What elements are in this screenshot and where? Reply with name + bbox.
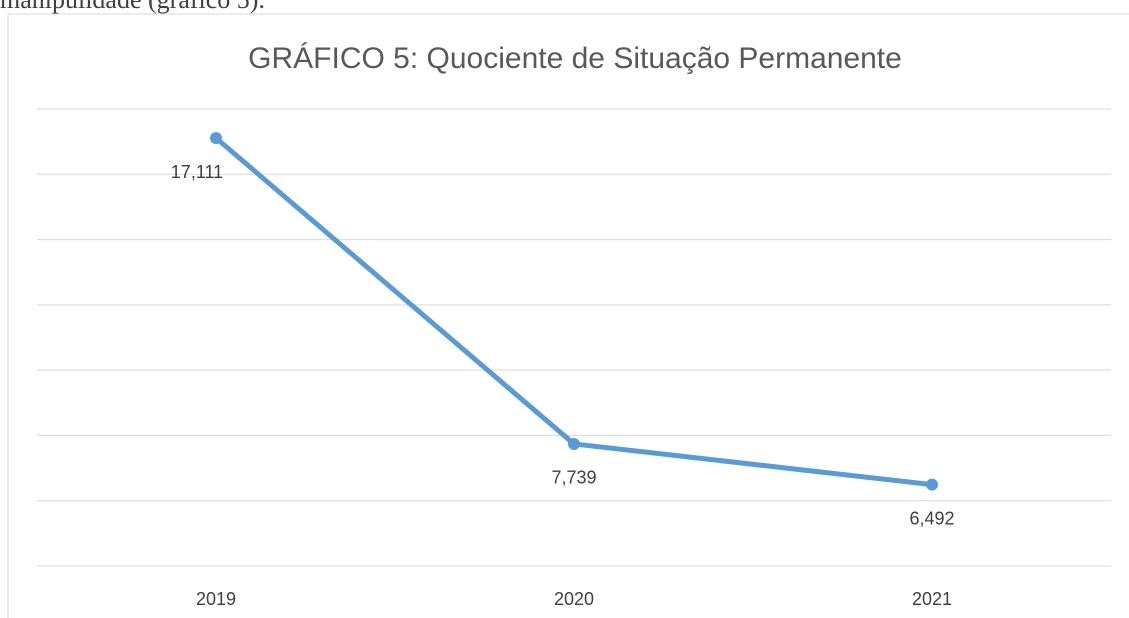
data-label: 17,111 — [171, 162, 223, 182]
context-text: manipulidade (gráfico 5). — [0, 0, 265, 14]
x-tick-label: 2019 — [196, 589, 236, 609]
data-label: 7,739 — [551, 468, 596, 488]
chart-title: GRÁFICO 5: Quociente de Situação Permane… — [248, 42, 902, 75]
data-point — [926, 478, 938, 491]
chart-area — [8, 14, 1129, 618]
x-tick-label: 2021 — [912, 589, 952, 609]
data-point — [568, 437, 580, 450]
data-label: 6,492 — [909, 508, 954, 528]
data-point — [210, 132, 222, 145]
x-tick-label: 2020 — [554, 589, 594, 609]
